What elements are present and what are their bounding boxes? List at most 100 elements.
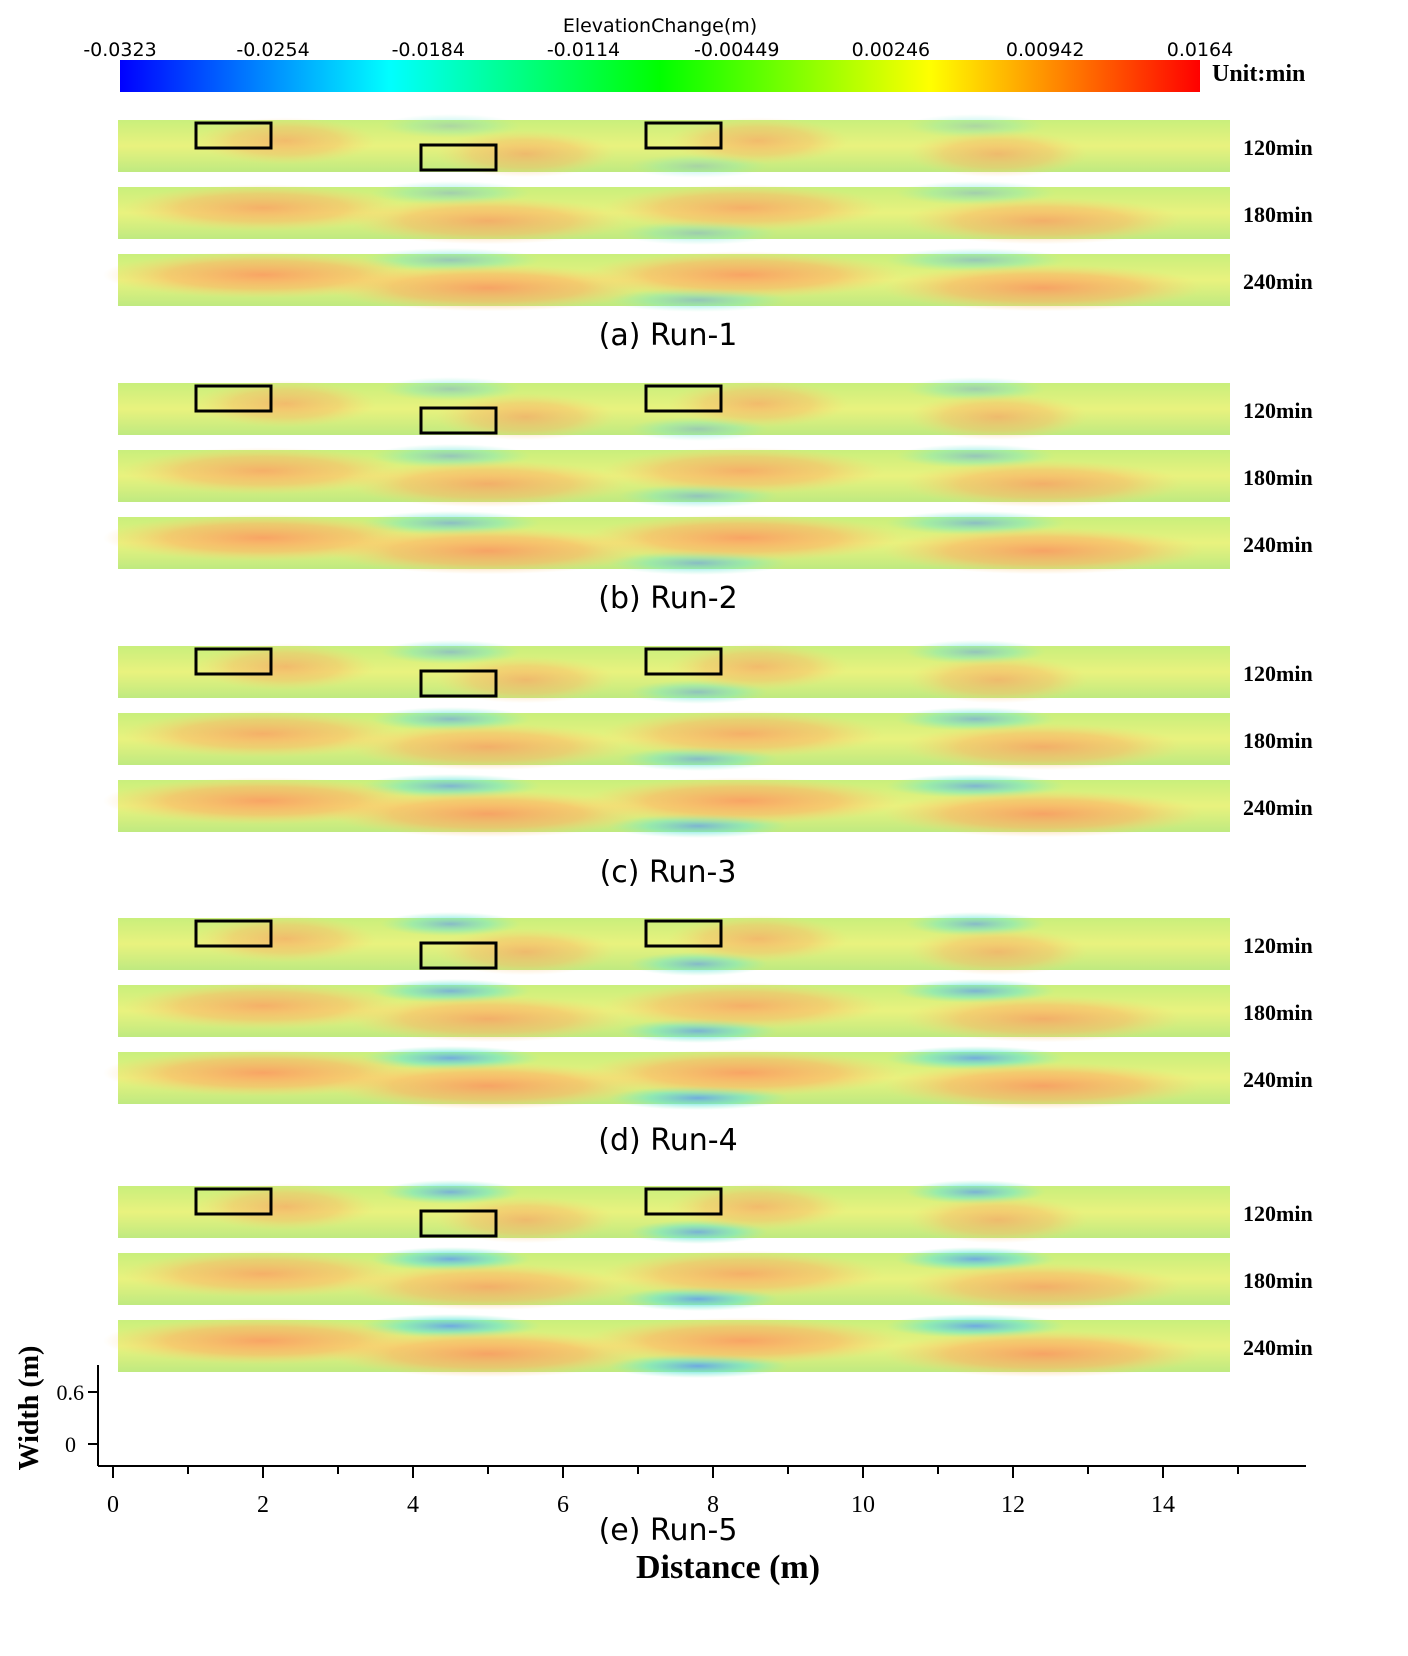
deposition-zone [123,982,403,1030]
structure-box [194,384,273,413]
time-label: 120min [1243,1201,1313,1226]
deposition-zone [195,117,376,165]
deposition-zone [883,1062,1203,1110]
deposition-zone [435,393,616,441]
deposition-zone [583,777,903,825]
heatmap-strip: 180min [118,181,1313,245]
y-tick-label: 0 [65,1432,76,1457]
panel-caption: (e) Run-5 [599,1513,738,1548]
colorbar-tick-label: -0.0254 [236,39,309,61]
structure-box [644,647,723,676]
structure-box [194,919,273,948]
scour-zone [380,377,521,401]
axes: 0.6 0 Width (m) 0 2 4 6 8 10 12 14 Distance (m) [14,1346,1306,1586]
deposition-zone [123,447,403,495]
x-tick-label: 0 [107,1492,119,1518]
deposition-zone [195,643,376,691]
deposition-zone [668,643,848,691]
heatmap-strip: 120min [118,377,1313,441]
structure-box [419,143,498,172]
deposition-zone [583,1049,903,1097]
deposition-zone [883,264,1203,312]
time-label: 120min [1243,933,1313,958]
deposition-zone [603,184,883,232]
colorbar-tick-label: 0.00942 [1006,39,1085,61]
time-label: 180min [1243,465,1313,490]
deposition-zone [195,380,376,428]
deposition-zone [883,1330,1203,1378]
deposition-zone [435,1196,616,1244]
deposition-zone [195,1183,376,1231]
deposition-zone [123,1250,403,1298]
deposition-zone [348,1263,628,1311]
heatmap-strip: 240min [103,1314,1313,1378]
x-tick-label: 8 [707,1492,719,1518]
deposition-zone [328,264,648,312]
x-tick-label: 6 [557,1492,569,1518]
panel-caption: (a) Run-1 [599,318,738,353]
structure-box [419,1209,498,1238]
deposition-zone [435,928,616,976]
deposition-zone [668,380,848,428]
heatmap-strip: 120min [118,640,1313,704]
deposition-zone [603,447,883,495]
structure-box [194,121,273,150]
panel-caption: (b) Run-2 [598,581,737,616]
deposition-zone [908,928,1088,976]
panels: 120min 180min 240min (a) Run-1 120min 180min 2… [103,114,1313,1548]
deposition-zone [123,710,403,758]
deposition-zone [123,184,403,232]
colorbar-unit-label: Unit:min [1212,61,1305,87]
deposition-zone [668,1183,848,1231]
structure-box [644,121,723,150]
deposition-zone [903,197,1183,245]
colorbar-tick-label: -0.0323 [83,39,156,61]
deposition-zone [903,995,1183,1043]
deposition-zone [903,460,1183,508]
deposition-zone [603,982,883,1030]
time-label: 180min [1243,728,1313,753]
deposition-zone [908,393,1088,441]
scour-zone [380,912,521,936]
deposition-zone [328,1062,648,1110]
deposition-zone [668,915,848,963]
colorbar-title: ElevationChange(m) [563,15,757,37]
structure-box [644,919,723,948]
deposition-zone [195,915,376,963]
x-tick-label: 10 [851,1492,875,1518]
deposition-zone [903,723,1183,771]
heatmap-strip: 240min [103,774,1313,838]
colorbar-tick-label: 0.0164 [1167,39,1233,61]
scour-zone [380,114,521,138]
time-label: 180min [1243,1000,1313,1025]
time-label: 120min [1243,398,1313,423]
panel: 120min 180min 240min (e) Run-5 [103,1180,1313,1548]
heatmap-strip: 180min [118,444,1313,508]
panel-caption: (c) Run-3 [600,855,737,890]
deposition-zone [348,460,628,508]
deposition-zone [908,656,1088,704]
colorbar [120,60,1200,92]
deposition-zone [603,710,883,758]
y-axis-label: Width (m) [14,1346,45,1471]
panel: 120min 180min 240min (b) Run-2 [103,377,1313,616]
panel: 120min 180min 240min (c) Run-3 [103,640,1313,890]
heatmap-strip: 240min [103,1046,1313,1110]
deposition-zone [583,514,903,562]
time-label: 240min [1243,269,1313,294]
deposition-zone [903,1263,1183,1311]
structure-box [194,647,273,676]
deposition-zone [328,527,648,575]
y-tick-label: 0.6 [57,1380,85,1405]
time-label: 180min [1243,1268,1313,1293]
heatmap-strip: 180min [118,707,1313,771]
heatmap-strip: 240min [103,511,1313,575]
structure-box [644,1187,723,1216]
x-tick-label: 12 [1001,1492,1025,1518]
colorbar-tick-labels: -0.0323 -0.0254 -0.0184 -0.0114 -0.00449 0.00… [83,39,1233,61]
structure-box [419,669,498,698]
heatmap-strip: 120min [118,1180,1313,1244]
time-label: 120min [1243,135,1313,160]
panel: 120min 180min 240min (d) Run-4 [103,912,1313,1158]
